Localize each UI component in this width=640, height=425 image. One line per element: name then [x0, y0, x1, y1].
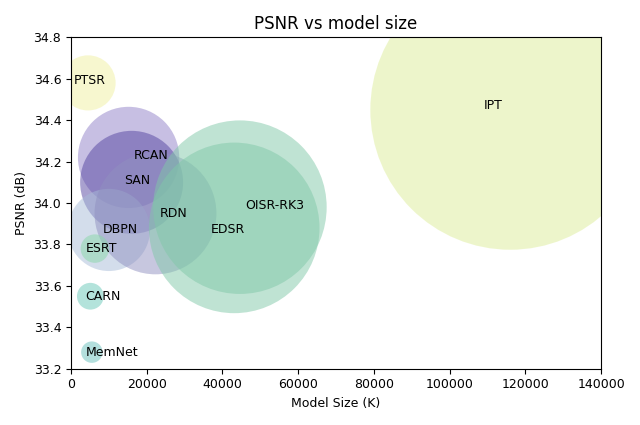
Text: SAN: SAN — [124, 174, 150, 187]
Point — [150, 210, 161, 217]
Text: EDSR: EDSR — [211, 224, 245, 236]
Text: PTSR: PTSR — [74, 74, 106, 87]
Y-axis label: PSNR (dB): PSNR (dB) — [15, 171, 28, 235]
Title: PSNR vs model size: PSNR vs model size — [255, 15, 418, 33]
Text: RDN: RDN — [160, 207, 188, 220]
X-axis label: Model Size (K): Model Size (K) — [291, 397, 381, 410]
Text: IPT: IPT — [484, 99, 502, 112]
Point — [104, 227, 114, 233]
Point — [235, 204, 245, 210]
Point — [83, 79, 93, 86]
Point — [124, 154, 134, 161]
Point — [505, 106, 515, 113]
Point — [85, 293, 95, 300]
Text: MemNet: MemNet — [85, 346, 138, 359]
Point — [127, 179, 137, 186]
Text: DBPN: DBPN — [103, 224, 138, 236]
Text: CARN: CARN — [85, 290, 121, 303]
Point — [87, 349, 97, 356]
Point — [229, 224, 239, 231]
Text: OISR-RK3: OISR-RK3 — [245, 198, 304, 212]
Point — [90, 245, 100, 252]
Text: RCAN: RCAN — [134, 149, 168, 162]
Text: ESRT: ESRT — [86, 242, 118, 255]
